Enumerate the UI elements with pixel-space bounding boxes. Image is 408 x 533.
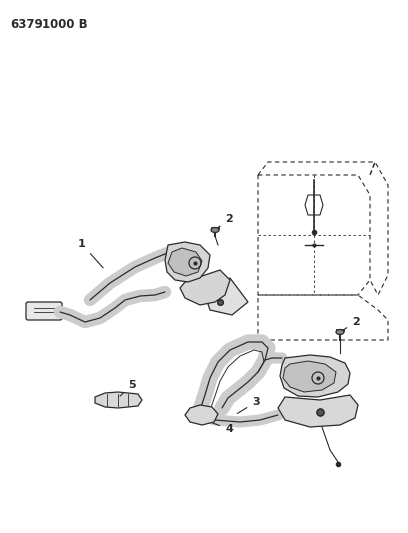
Text: 5: 5 <box>120 380 135 396</box>
Polygon shape <box>168 248 202 276</box>
Ellipse shape <box>336 329 344 335</box>
Polygon shape <box>95 392 142 408</box>
Polygon shape <box>165 242 210 282</box>
Polygon shape <box>185 405 218 425</box>
Text: 2: 2 <box>342 317 360 330</box>
Text: 1: 1 <box>78 239 103 268</box>
Text: 2: 2 <box>217 214 233 228</box>
Text: 3: 3 <box>237 397 259 414</box>
Text: 6379: 6379 <box>10 18 43 31</box>
Polygon shape <box>205 278 248 315</box>
Ellipse shape <box>211 228 219 232</box>
FancyBboxPatch shape <box>26 302 62 320</box>
Polygon shape <box>280 355 350 397</box>
Text: 1000 B: 1000 B <box>42 18 88 31</box>
Polygon shape <box>180 270 230 305</box>
Polygon shape <box>283 361 336 392</box>
Text: 4: 4 <box>213 423 233 434</box>
Polygon shape <box>278 395 358 427</box>
